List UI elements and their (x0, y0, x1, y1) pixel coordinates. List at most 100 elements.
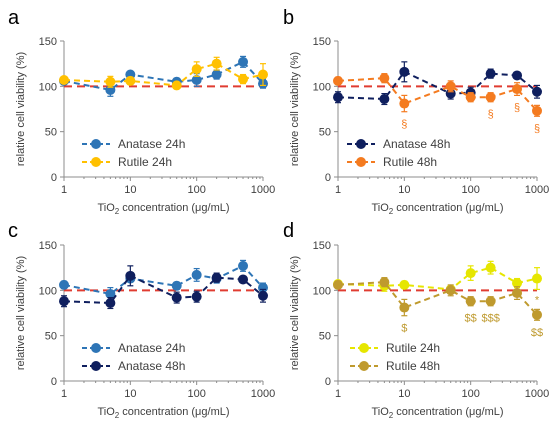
x-tick-label: 1000 (251, 388, 275, 400)
panel-d: d 0 50 100 150 1 10 100 1000 TiO2 concentration (… (283, 220, 549, 420)
data-point (532, 309, 542, 320)
legend-marker (356, 157, 366, 167)
data-point (59, 296, 69, 307)
x-tick-label: 10 (124, 388, 136, 400)
data-point (258, 69, 268, 80)
series-line (63, 62, 264, 87)
y-tick-label: 50 (45, 127, 57, 139)
data-point (238, 274, 249, 285)
data-point (211, 69, 222, 80)
data-point (258, 282, 268, 293)
data-point (485, 296, 496, 307)
x-tick-label: 100 (187, 184, 205, 196)
data-point (485, 68, 496, 79)
legend-marker (356, 139, 366, 149)
data-point (379, 73, 390, 84)
legend-marker (91, 343, 101, 353)
x-tick-label: 1000 (525, 184, 549, 196)
x-axis-title: TiO2 concentration (μg/mL) (97, 202, 229, 216)
legend-marker (359, 361, 369, 371)
x-tick-label: 100 (461, 388, 479, 400)
data-point (171, 292, 182, 303)
data-point (465, 296, 476, 307)
legend-marker (359, 343, 369, 353)
data-point (512, 278, 523, 289)
data-point (59, 74, 69, 85)
data-point (512, 288, 523, 299)
data-point (191, 74, 202, 85)
data-point (238, 260, 249, 271)
x-tick-label: 10 (398, 388, 410, 400)
significance-mark: $$$ (481, 312, 499, 324)
legend-label: Rutile 24h (386, 341, 440, 355)
panel-label: c (8, 220, 18, 242)
legend-label: Anatase 24h (118, 341, 185, 355)
x-tick-label: 100 (187, 388, 205, 400)
x-tick-label: 1 (335, 184, 341, 196)
x-tick-label: 1 (61, 184, 67, 196)
data-point (211, 58, 222, 69)
data-point (532, 273, 542, 284)
data-point (258, 290, 268, 301)
legend-marker (91, 361, 101, 371)
data-point (512, 84, 523, 95)
x-tick-label: 1000 (251, 184, 275, 196)
series-anatase-48h (59, 265, 268, 310)
significance-mark: $$ (531, 327, 543, 339)
y-tick-label: 100 (39, 285, 57, 297)
y-tick-label: 0 (325, 376, 331, 388)
y-tick-label: 50 (319, 127, 331, 139)
y-tick-label: 150 (313, 240, 331, 252)
series-line (337, 281, 538, 316)
legend-label: Rutile 48h (386, 359, 440, 373)
y-tick-label: 0 (325, 172, 331, 184)
data-point (399, 66, 410, 77)
legend-label: Rutile 48h (383, 155, 437, 169)
series-line (337, 266, 538, 291)
y-tick-label: 150 (313, 36, 331, 48)
x-axis-title: TiO2 concentration (μg/mL) (371, 202, 503, 216)
series-rutile-48h: § § § § (333, 73, 542, 135)
data-point (445, 285, 456, 296)
series-anatase-24h (59, 259, 268, 301)
data-point (191, 64, 202, 75)
x-tick-label: 1 (335, 388, 341, 400)
series-line (337, 77, 538, 112)
x-axis-title: TiO2 concentration (μg/mL) (97, 406, 229, 420)
data-point (532, 105, 542, 116)
significance-mark: § (534, 123, 540, 135)
legend-label: Rutile 24h (118, 155, 172, 169)
series-rutile-24h (59, 56, 268, 91)
x-tick-label: 10 (124, 184, 136, 196)
y-tick-label: 100 (313, 81, 331, 93)
y-tick-label: 50 (45, 331, 57, 343)
panel-a: a 0 50 100 150 1 10 100 1000 TiO2 concentration (… (8, 7, 275, 216)
data-point (512, 70, 523, 81)
significance-mark: $ (401, 322, 407, 334)
legend-marker (91, 139, 101, 149)
data-point (379, 277, 390, 288)
data-point (399, 302, 410, 313)
y-tick-label: 150 (39, 36, 57, 48)
significance-mark: § (514, 102, 520, 114)
x-tick-label: 1000 (525, 388, 549, 400)
x-tick-label: 10 (398, 184, 410, 196)
data-point (238, 56, 249, 67)
data-point (485, 92, 496, 103)
panel-b: b 0 50 100 150 1 10 100 1000 TiO2 concentration (… (283, 7, 549, 216)
data-point (59, 279, 69, 290)
y-tick-label: 50 (319, 331, 331, 343)
y-tick-label: 150 (39, 240, 57, 252)
data-point (465, 268, 476, 279)
data-point (399, 279, 410, 290)
data-point (191, 269, 202, 280)
data-point (125, 270, 136, 281)
panel-label: d (283, 220, 294, 242)
legend-label: Anatase 48h (118, 359, 185, 373)
y-axis-title: relative cell viability (%) (289, 256, 301, 370)
data-point (333, 279, 343, 290)
significance-mark: $$ (465, 312, 477, 324)
data-point (105, 76, 116, 87)
data-point (485, 262, 496, 273)
